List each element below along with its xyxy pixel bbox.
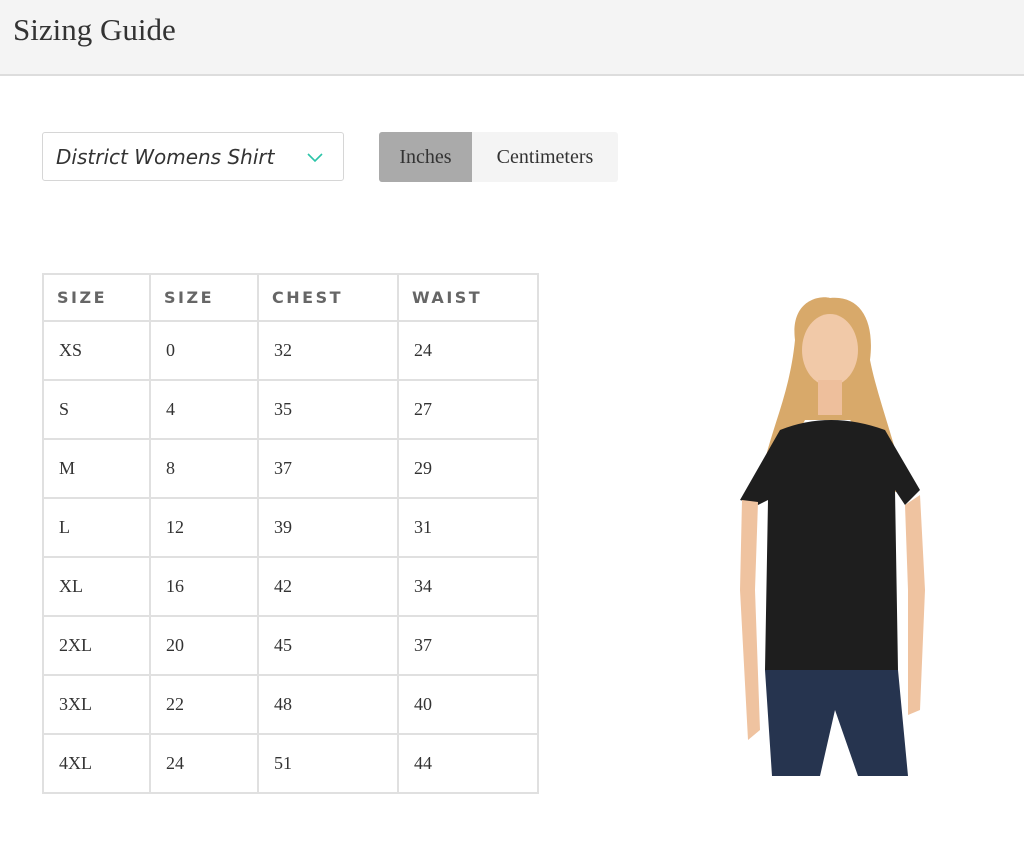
table-cell: L [42, 497, 151, 558]
table-cell: XL [42, 556, 151, 617]
table-cell: 8 [149, 438, 259, 499]
table-cell: 27 [397, 379, 539, 440]
table-cell: 29 [397, 438, 539, 499]
model-photo [740, 297, 925, 776]
unit-centimeters-button[interactable]: Centimeters [496, 146, 594, 168]
table-row: XS 0 32 24 [42, 320, 539, 381]
table-cell: 37 [397, 615, 539, 676]
page-header: Sizing Guide [0, 0, 1024, 76]
table-cell: M [42, 438, 151, 499]
table-cell: 12 [149, 497, 259, 558]
page-title: Sizing Guide [13, 12, 176, 47]
table-cell: 44 [397, 733, 539, 794]
table-row: L 12 39 31 [42, 497, 539, 558]
table-cell: 32 [257, 320, 399, 381]
table-cell: 39 [257, 497, 399, 558]
table-cell: 4XL [42, 733, 151, 794]
table-cell: 35 [257, 379, 399, 440]
chevron-down-icon [307, 153, 323, 163]
table-cell: 24 [149, 733, 259, 794]
product-select[interactable]: District Womens Shirt [42, 132, 344, 181]
table-header-row: SIZE SIZE CHEST WAIST [42, 273, 539, 322]
table-row: S 4 35 27 [42, 379, 539, 440]
table-row: 4XL 24 51 44 [42, 733, 539, 794]
table-cell: 0 [149, 320, 259, 381]
table-cell: 40 [397, 674, 539, 735]
table-cell: 22 [149, 674, 259, 735]
product-select-value: District Womens Shirt [56, 145, 275, 169]
unit-toggle: Inches Centimeters [379, 132, 618, 182]
table-row: 2XL 20 45 37 [42, 615, 539, 676]
table-cell: 2XL [42, 615, 151, 676]
table-cell: XS [42, 320, 151, 381]
table-cell: 3XL [42, 674, 151, 735]
column-header: SIZE [149, 273, 259, 322]
column-header: SIZE [42, 273, 151, 322]
table-cell: 48 [257, 674, 399, 735]
table-cell: 24 [397, 320, 539, 381]
table-cell: 4 [149, 379, 259, 440]
table-row: XL 16 42 34 [42, 556, 539, 617]
table-row: M 8 37 29 [42, 438, 539, 499]
table-cell: 31 [397, 497, 539, 558]
unit-inches-button[interactable]: Inches [379, 132, 472, 182]
table-cell: S [42, 379, 151, 440]
table-cell: 37 [257, 438, 399, 499]
size-table: SIZE SIZE CHEST WAIST XS 0 32 24 S 4 35 27 M 8 37 29 L 1… [42, 273, 539, 794]
table-cell: 20 [149, 615, 259, 676]
table-cell: 16 [149, 556, 259, 617]
table-cell: 45 [257, 615, 399, 676]
column-header: CHEST [257, 273, 399, 322]
table-cell: 34 [397, 556, 539, 617]
table-cell: 42 [257, 556, 399, 617]
table-cell: 51 [257, 733, 399, 794]
column-header: WAIST [397, 273, 539, 322]
table-row: 3XL 22 48 40 [42, 674, 539, 735]
